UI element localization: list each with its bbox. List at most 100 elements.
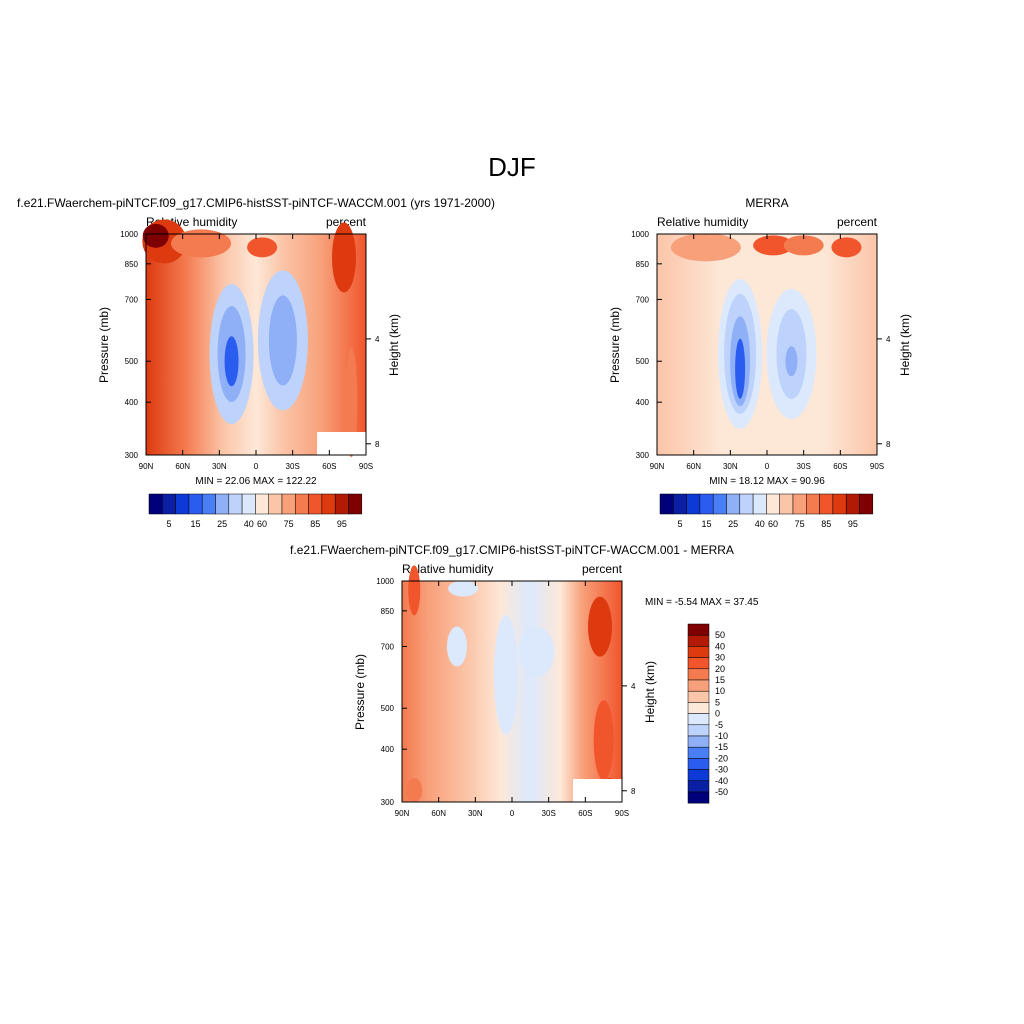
- contour-region: [332, 222, 356, 293]
- colorbar-swatch: [348, 493, 363, 515]
- colorbar-swatch: [673, 493, 687, 515]
- colorbar-swatch: [162, 493, 176, 515]
- contour-region: [448, 580, 479, 597]
- colorbar-label: 60: [257, 519, 267, 529]
- colorbar-label: 50: [715, 630, 725, 640]
- field-background: [146, 234, 366, 455]
- x-tick-label: 30S: [286, 462, 300, 471]
- x-tick-label: 0: [510, 809, 515, 818]
- colorbar-label: 85: [821, 519, 831, 529]
- colorbar-swatch: [687, 746, 710, 759]
- colorbar-swatch: [268, 493, 283, 515]
- units-label: percent: [837, 215, 878, 229]
- colorbar-label: 40: [755, 519, 765, 529]
- contour-region: [408, 565, 421, 616]
- contour-region: [670, 233, 741, 262]
- colorbar-label: -20: [715, 753, 728, 763]
- colorbar-swatch: [779, 493, 794, 515]
- colorbar-swatch: [228, 493, 243, 515]
- y-tick-label: 700: [636, 295, 650, 304]
- colorbar-swatch: [845, 493, 860, 515]
- field-contours: [670, 233, 862, 430]
- x-tick-label: 60N: [431, 809, 446, 818]
- x-tick-label: 90N: [650, 462, 665, 471]
- colorbar-label: 95: [337, 519, 347, 529]
- contour-region: [493, 614, 518, 735]
- contour-region: [518, 626, 555, 677]
- x-tick-label: 60N: [686, 462, 701, 471]
- x-tick-label: 90S: [359, 462, 373, 471]
- colorbar-swatch: [215, 493, 230, 515]
- panel-difference: f.e21.FWaerchem-piNTCF.f09_g17.CMIP6-his…: [290, 543, 759, 818]
- y2-axis-label: Height (km): [643, 661, 657, 723]
- variable-label: Relative humidity: [657, 215, 748, 229]
- colorbar-label: 30: [715, 653, 725, 663]
- colorbar-swatch: [726, 493, 741, 515]
- x-tick-label: 90S: [870, 462, 884, 471]
- missing-data-region: [573, 779, 622, 802]
- x-tick-label: 60S: [833, 462, 847, 471]
- contour-region: [171, 229, 231, 258]
- colorbar-label: 5: [677, 519, 682, 529]
- min-max-readout: MIN = -5.54 MAX = 37.45: [645, 597, 759, 608]
- x-tick-label: 30S: [542, 809, 556, 818]
- y-tick-label: 1000: [631, 230, 649, 239]
- y-tick-label: 500: [636, 357, 650, 366]
- colorbar-swatch: [148, 493, 163, 515]
- colorbar-swatch: [334, 493, 349, 515]
- x-tick-label: 30S: [797, 462, 811, 471]
- colorbar-swatch: [281, 493, 296, 515]
- colorbar-swatch: [687, 791, 710, 804]
- colorbar-swatch: [806, 493, 820, 515]
- colorbar-label: -5: [715, 720, 723, 730]
- x-tick-label: 90S: [615, 809, 629, 818]
- x-tick-label: 60S: [578, 809, 592, 818]
- colorbar-label: 5: [715, 697, 720, 707]
- y-tick-label: 300: [381, 798, 395, 807]
- colorbar-swatch: [255, 493, 269, 515]
- variable-label: Relative humidity: [402, 562, 493, 576]
- colorbar-swatch: [241, 493, 256, 515]
- colorbar-label: 75: [795, 519, 805, 529]
- y2-tick-label: 8: [886, 440, 891, 449]
- contour-region: [735, 338, 746, 399]
- colorbar: 5 15 25 40 60 75 85 95: [148, 493, 363, 529]
- y-tick-label: 700: [125, 295, 139, 304]
- contour-region: [783, 235, 824, 256]
- y-tick-label: 300: [125, 451, 139, 460]
- y2-tick-label: 8: [631, 787, 636, 796]
- y-tick-label: 500: [381, 704, 395, 713]
- colorbar-label: 15: [191, 519, 201, 529]
- y2-axis-label: Height (km): [898, 314, 912, 376]
- x-tick-label: 30N: [212, 462, 227, 471]
- colorbar-label: -10: [715, 731, 728, 741]
- y-tick-label: 500: [125, 357, 139, 366]
- contour-region: [345, 347, 358, 458]
- y-tick-label: 1000: [376, 577, 394, 586]
- y2-tick-label: 8: [375, 440, 380, 449]
- contour-region: [406, 778, 423, 803]
- colorbar-swatch: [687, 713, 710, 726]
- field-contours: [142, 219, 358, 458]
- colorbar-swatch: [687, 623, 710, 636]
- colorbar-swatch: [686, 493, 701, 515]
- panel-model: f.e21.FWaerchem-piNTCF.f09_g17.CMIP6-his…: [17, 196, 495, 529]
- colorbar-swatch: [819, 493, 834, 515]
- colorbar-swatch: [308, 493, 323, 515]
- panel-title: f.e21.FWaerchem-piNTCF.f09_g17.CMIP6-his…: [290, 543, 734, 557]
- y-tick-label: 400: [636, 398, 650, 407]
- y-axis-label: Pressure (mb): [97, 307, 111, 383]
- units-label: percent: [582, 562, 623, 576]
- colorbar-swatch: [792, 493, 807, 515]
- y2-tick-label: 4: [886, 335, 891, 344]
- axes: 90N 60N 30N 0 30S 60S 90S 300 400 500 700 850 1000 8 4: [120, 230, 380, 471]
- colorbar-swatch: [699, 493, 714, 515]
- y2-axis-label: Height (km): [387, 314, 401, 376]
- colorbar-swatch: [295, 493, 309, 515]
- y2-tick-label: 4: [631, 682, 636, 691]
- y-axis-label: Pressure (mb): [353, 654, 367, 730]
- colorbar-label: -50: [715, 787, 728, 797]
- contour-region: [224, 336, 239, 387]
